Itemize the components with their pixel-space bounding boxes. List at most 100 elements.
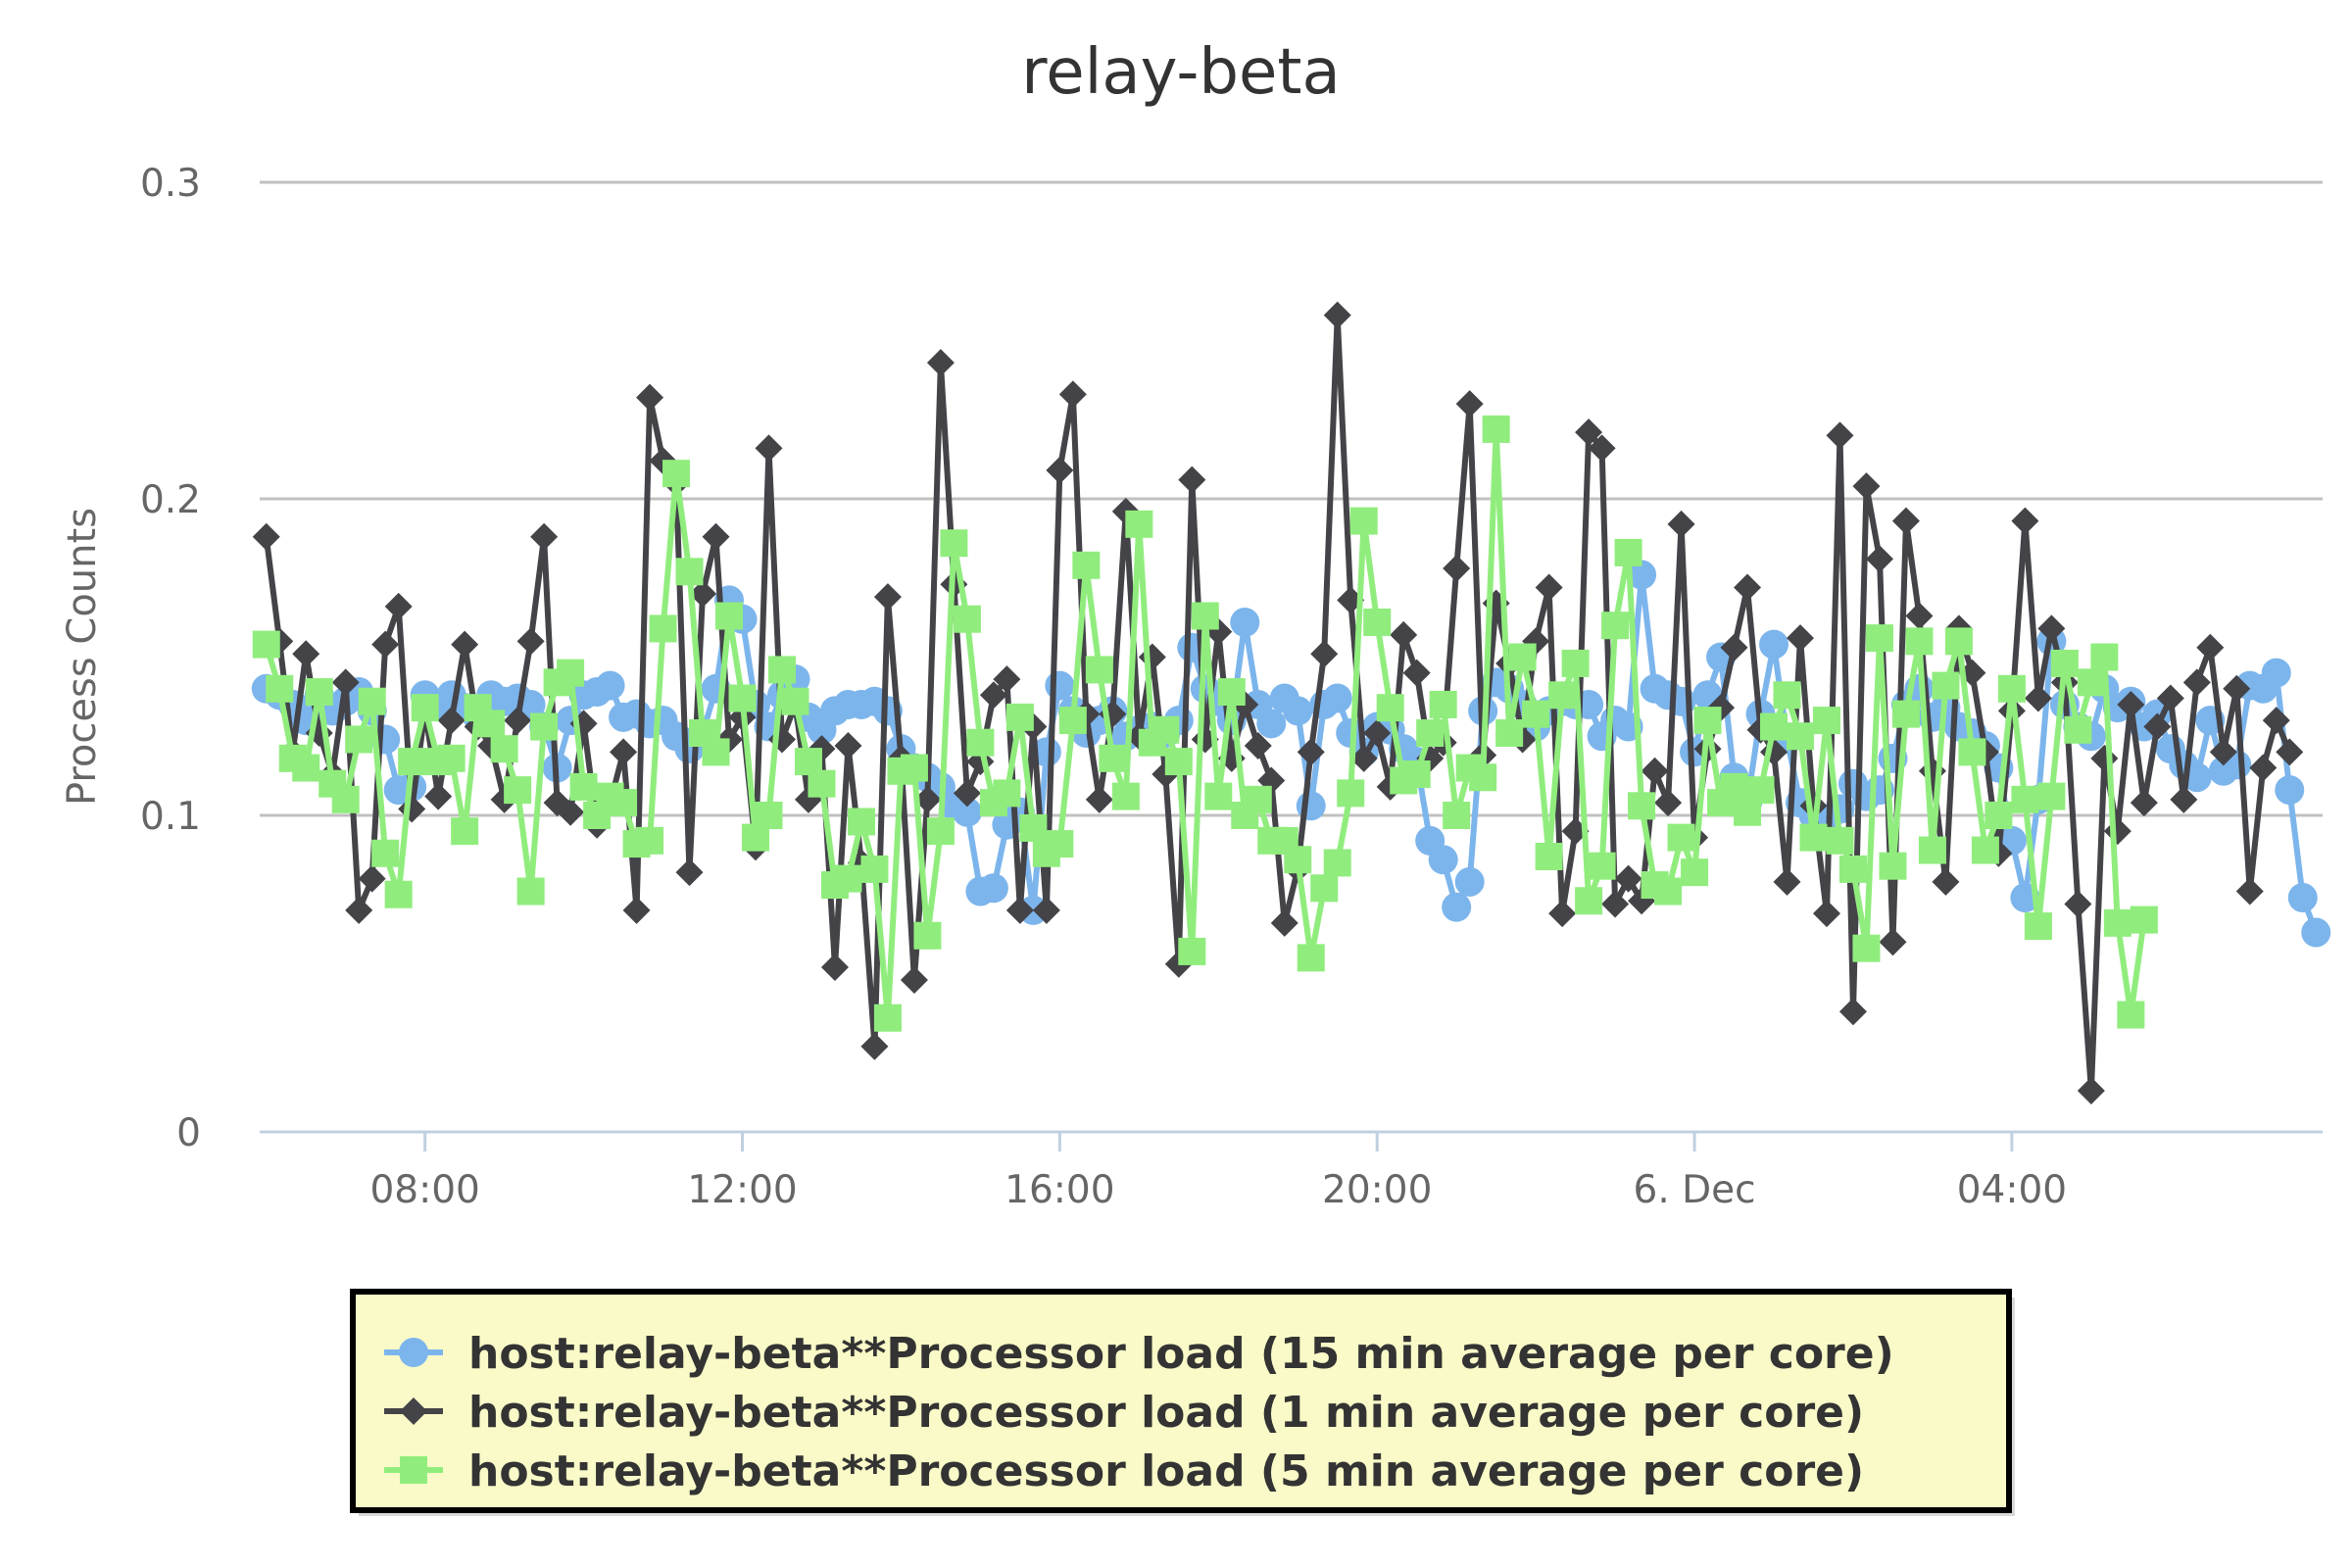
data-point	[1402, 659, 1431, 687]
data-point	[1310, 874, 1339, 903]
data-point	[1244, 731, 1272, 760]
data-point	[1297, 738, 1325, 766]
data-point	[1787, 722, 1815, 751]
data-point	[808, 769, 836, 798]
data-point	[1588, 852, 1616, 880]
data-point	[622, 896, 651, 924]
x-tick-label: 20:00	[1322, 1168, 1432, 1212]
data-point	[1958, 738, 1986, 766]
data-point	[569, 772, 598, 801]
data-point	[1561, 649, 1590, 677]
data-point	[595, 670, 625, 701]
y-axis-ticks: 0 0.1 0.2 0.3	[140, 162, 201, 1155]
data-point	[1363, 608, 1392, 636]
data-point	[1323, 301, 1351, 329]
data-point	[1641, 757, 1669, 785]
data-point	[1575, 418, 1603, 447]
data-point	[1535, 573, 1563, 602]
data-point	[820, 954, 849, 982]
data-point	[516, 627, 545, 656]
data-point	[1932, 671, 1960, 700]
data-point	[1469, 763, 1497, 792]
data-point	[1944, 627, 1973, 656]
data-point	[1429, 690, 1457, 718]
data-point	[1428, 845, 1458, 875]
legend-item[interactable]: host:relay-beta**Processor load (5 min a…	[384, 1446, 1864, 1496]
data-point	[1217, 678, 1246, 707]
data-point	[2196, 633, 2225, 662]
data-point	[1349, 744, 1378, 772]
data-point	[1746, 776, 1775, 805]
data-point	[1230, 607, 1260, 637]
data-point	[2117, 1001, 2145, 1029]
data-point	[504, 707, 532, 735]
data-point	[1443, 802, 1471, 829]
data-point	[1322, 683, 1352, 713]
legend-label: host:relay-beta**Processor load (5 min a…	[468, 1446, 1864, 1496]
data-point	[345, 896, 373, 924]
data-point	[384, 592, 413, 620]
data-point	[1891, 700, 1920, 728]
x-tick-label: 08:00	[369, 1168, 479, 1212]
data-point	[662, 460, 691, 488]
data-point	[1865, 624, 1893, 653]
data-point	[834, 731, 862, 760]
data-point	[1402, 760, 1431, 789]
data-point	[2182, 668, 2211, 697]
data-point	[1337, 779, 1365, 808]
data-point	[345, 725, 373, 754]
data-point	[1654, 789, 1683, 817]
legend-item[interactable]: host:relay-beta**Processor load (15 min …	[384, 1329, 1894, 1379]
data-point	[1601, 612, 1630, 640]
data-point	[1734, 573, 1762, 602]
data-point	[1454, 866, 1485, 897]
data-point	[331, 785, 360, 813]
data-point	[1787, 624, 1815, 653]
data-point	[953, 779, 981, 808]
data-point	[1152, 715, 1180, 744]
data-point	[1997, 674, 2026, 703]
data-point	[1838, 998, 1867, 1026]
data-point	[1799, 823, 1828, 852]
data-point	[860, 855, 889, 883]
data-point	[702, 522, 730, 551]
data-point	[1019, 813, 1048, 842]
data-point	[530, 712, 559, 741]
data-point	[2090, 643, 2119, 671]
data-point	[1720, 772, 1748, 801]
data-point	[1072, 551, 1101, 579]
data-point	[1720, 633, 1748, 662]
series-3	[252, 415, 2158, 1032]
data-point	[636, 826, 664, 855]
data-point	[2235, 877, 2264, 906]
data-point	[1614, 864, 1642, 893]
data-point	[1349, 507, 1378, 535]
data-point	[1323, 849, 1351, 877]
data-point	[1376, 694, 1404, 722]
data-point	[2275, 775, 2305, 806]
legend[interactable]: host:relay-beta**Processor load (15 min …	[350, 1289, 2015, 1516]
data-point	[1058, 707, 1087, 735]
data-point	[305, 678, 333, 707]
data-point	[636, 383, 664, 412]
data-point	[1548, 900, 1577, 928]
data-point	[1760, 712, 1788, 741]
data-point	[331, 668, 360, 697]
data-point	[1085, 785, 1113, 813]
data-point	[1773, 681, 1801, 710]
data-point	[952, 797, 982, 827]
data-point	[755, 434, 783, 463]
data-point	[437, 744, 466, 772]
data-point	[993, 665, 1021, 694]
data-point	[873, 583, 902, 612]
data-point	[926, 349, 955, 377]
data-point	[1482, 415, 1510, 443]
y-tick-label: 0.3	[140, 162, 201, 206]
data-point	[1667, 510, 1695, 538]
data-point	[1296, 791, 1326, 821]
data-point	[2249, 754, 2278, 782]
legend-item[interactable]: host:relay-beta**Processor load (1 min a…	[384, 1388, 1864, 1438]
data-point	[1046, 456, 1074, 484]
data-point	[411, 694, 439, 722]
